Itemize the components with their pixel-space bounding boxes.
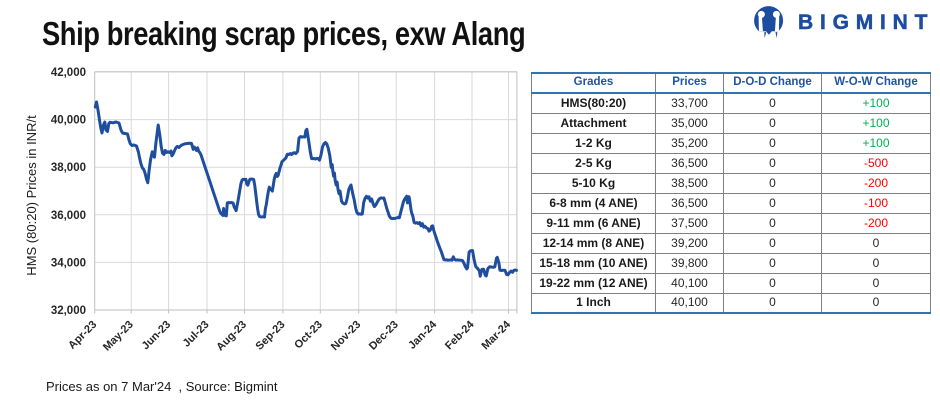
svg-text:Jun-23: Jun-23: [140, 319, 174, 353]
svg-text:38,000: 38,000: [51, 162, 86, 174]
svg-text:Sep-23: Sep-23: [254, 319, 288, 353]
svg-text:Jan-24: Jan-24: [406, 318, 440, 352]
svg-text:Mar-24: Mar-24: [480, 318, 514, 352]
svg-text:34,000: 34,000: [51, 257, 86, 269]
svg-text:32,000: 32,000: [51, 305, 86, 317]
svg-text:Nov-23: Nov-23: [329, 319, 363, 353]
svg-text:36,000: 36,000: [51, 210, 86, 222]
svg-text:Aug-23: Aug-23: [214, 319, 249, 354]
svg-text:Oct-23: Oct-23: [292, 319, 325, 352]
svg-text:Dec-23: Dec-23: [367, 319, 401, 353]
svg-text:Feb-24: Feb-24: [443, 318, 477, 352]
svg-text:Apr-23: Apr-23: [66, 319, 99, 352]
svg-text:May-23: May-23: [101, 319, 136, 354]
svg-text:HMS (80:20) Prices in INR/t: HMS (80:20) Prices in INR/t: [24, 115, 39, 276]
svg-text:42,000: 42,000: [51, 67, 86, 79]
svg-text:Jul-23: Jul-23: [181, 319, 212, 350]
svg-text:40,000: 40,000: [51, 115, 86, 127]
